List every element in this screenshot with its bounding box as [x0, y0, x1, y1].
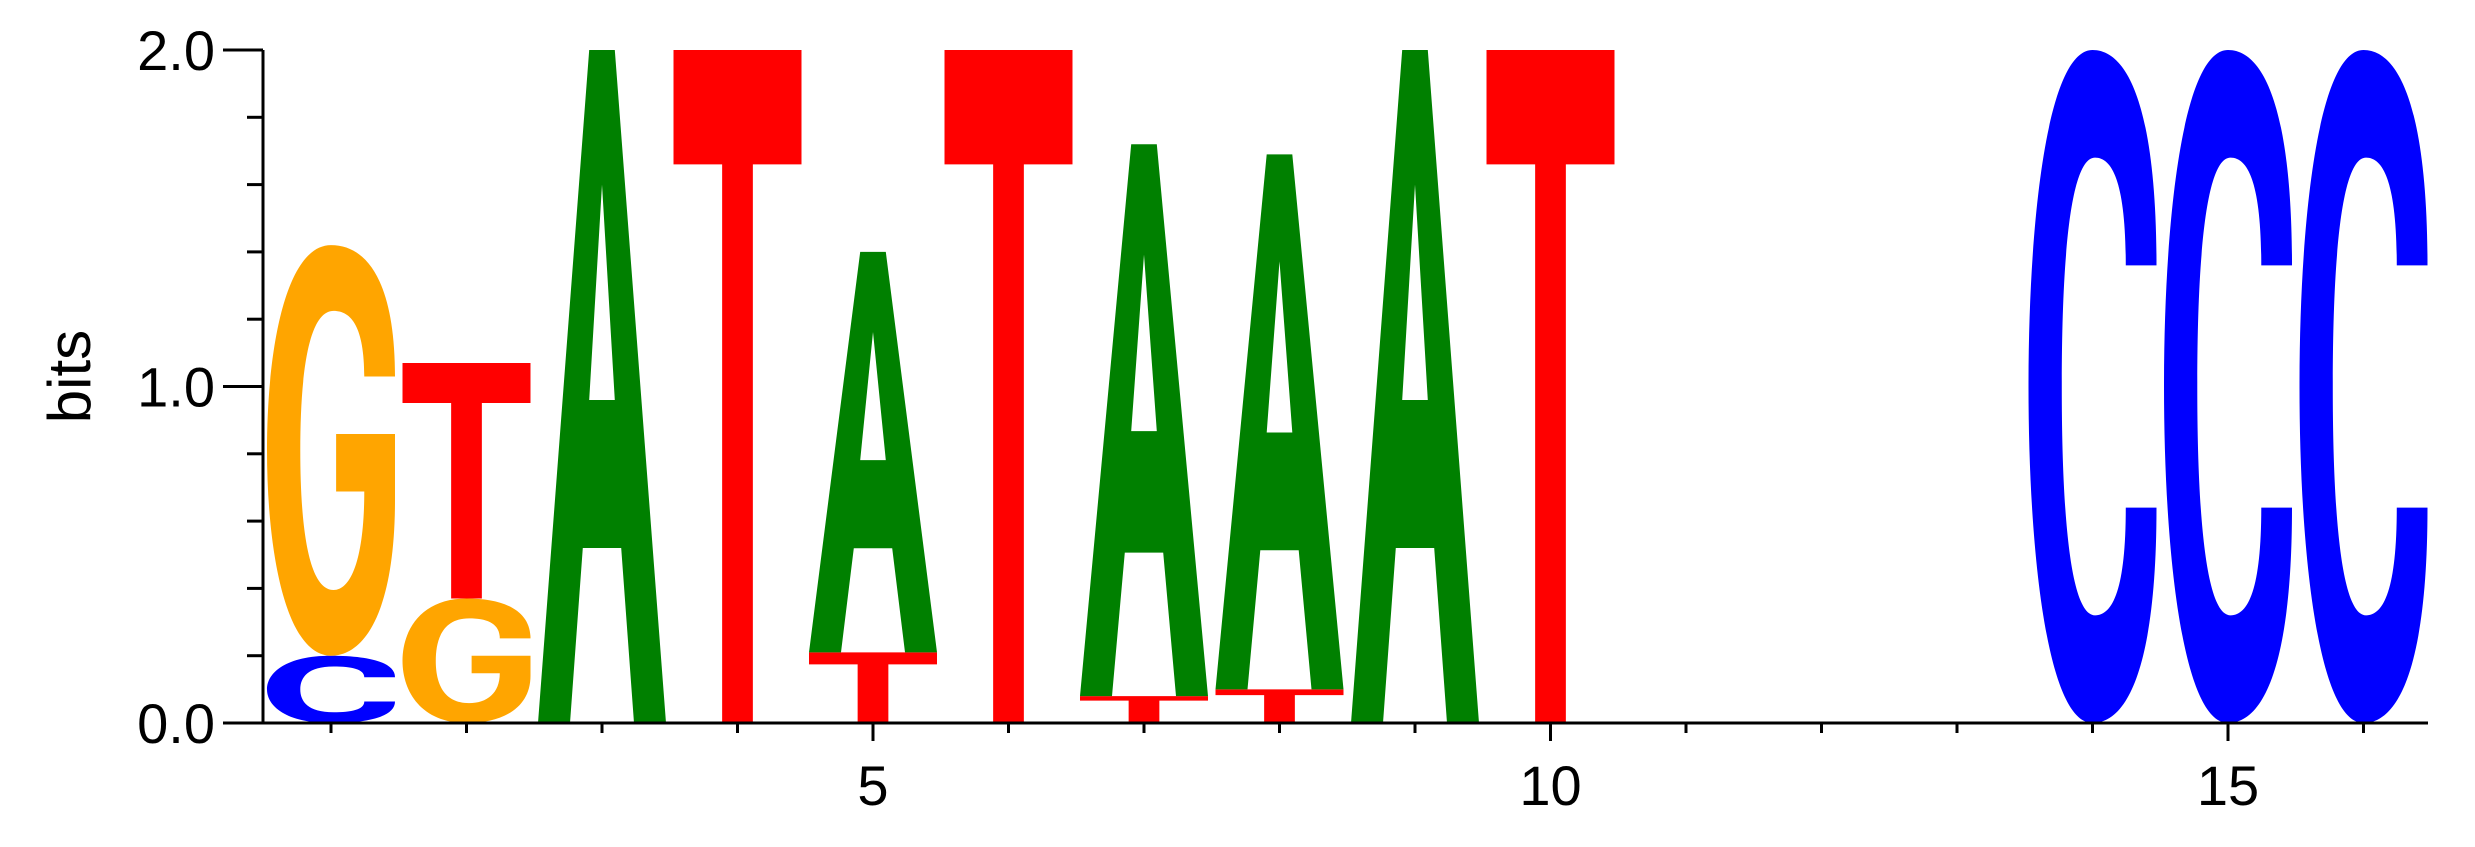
letter-t-pos-10: [1486, 50, 1615, 723]
letter-a-pos-5: [809, 251, 937, 653]
letter-t-pos-2: [402, 362, 531, 599]
x-axis-ticks: 5 10 15: [329, 723, 2365, 817]
letter-a-pos-8: [1215, 154, 1344, 690]
y-axis-ticks: 0.0 1.0 2.0: [137, 19, 263, 755]
letter-t-pos-5: [809, 652, 937, 723]
letter-c-pos-15: [2164, 50, 2292, 723]
letter-a-pos-7: [1080, 144, 1208, 697]
x-tick-label: 5: [857, 754, 888, 817]
y-axis-label: bits: [36, 330, 103, 423]
letter-g-pos-1: [267, 245, 395, 656]
y-tick-label: 2.0: [137, 19, 215, 82]
letter-g-pos-2: [402, 598, 531, 723]
letter-a-pos-9: [1351, 50, 1479, 723]
y-tick-label: 1.0: [137, 356, 215, 419]
letter-t-pos-6: [944, 50, 1073, 723]
x-tick-label: 15: [2197, 754, 2259, 817]
y-tick-label: 0.0: [137, 692, 215, 755]
letter-c-pos-16: [2299, 50, 2428, 723]
letter-a-pos-3: [538, 50, 666, 723]
letter-t-pos-7: [1080, 696, 1208, 723]
letter-t-pos-4: [673, 50, 802, 723]
letter-t-pos-8: [1215, 689, 1344, 723]
x-tick-label: 10: [1519, 754, 1581, 817]
letter-stacks: [267, 50, 2428, 723]
letter-c-pos-1: [267, 655, 395, 723]
axes: 0.0 1.0 2.0 5 10 15 bits: [36, 19, 2428, 817]
letter-c-pos-14: [2028, 50, 2157, 723]
